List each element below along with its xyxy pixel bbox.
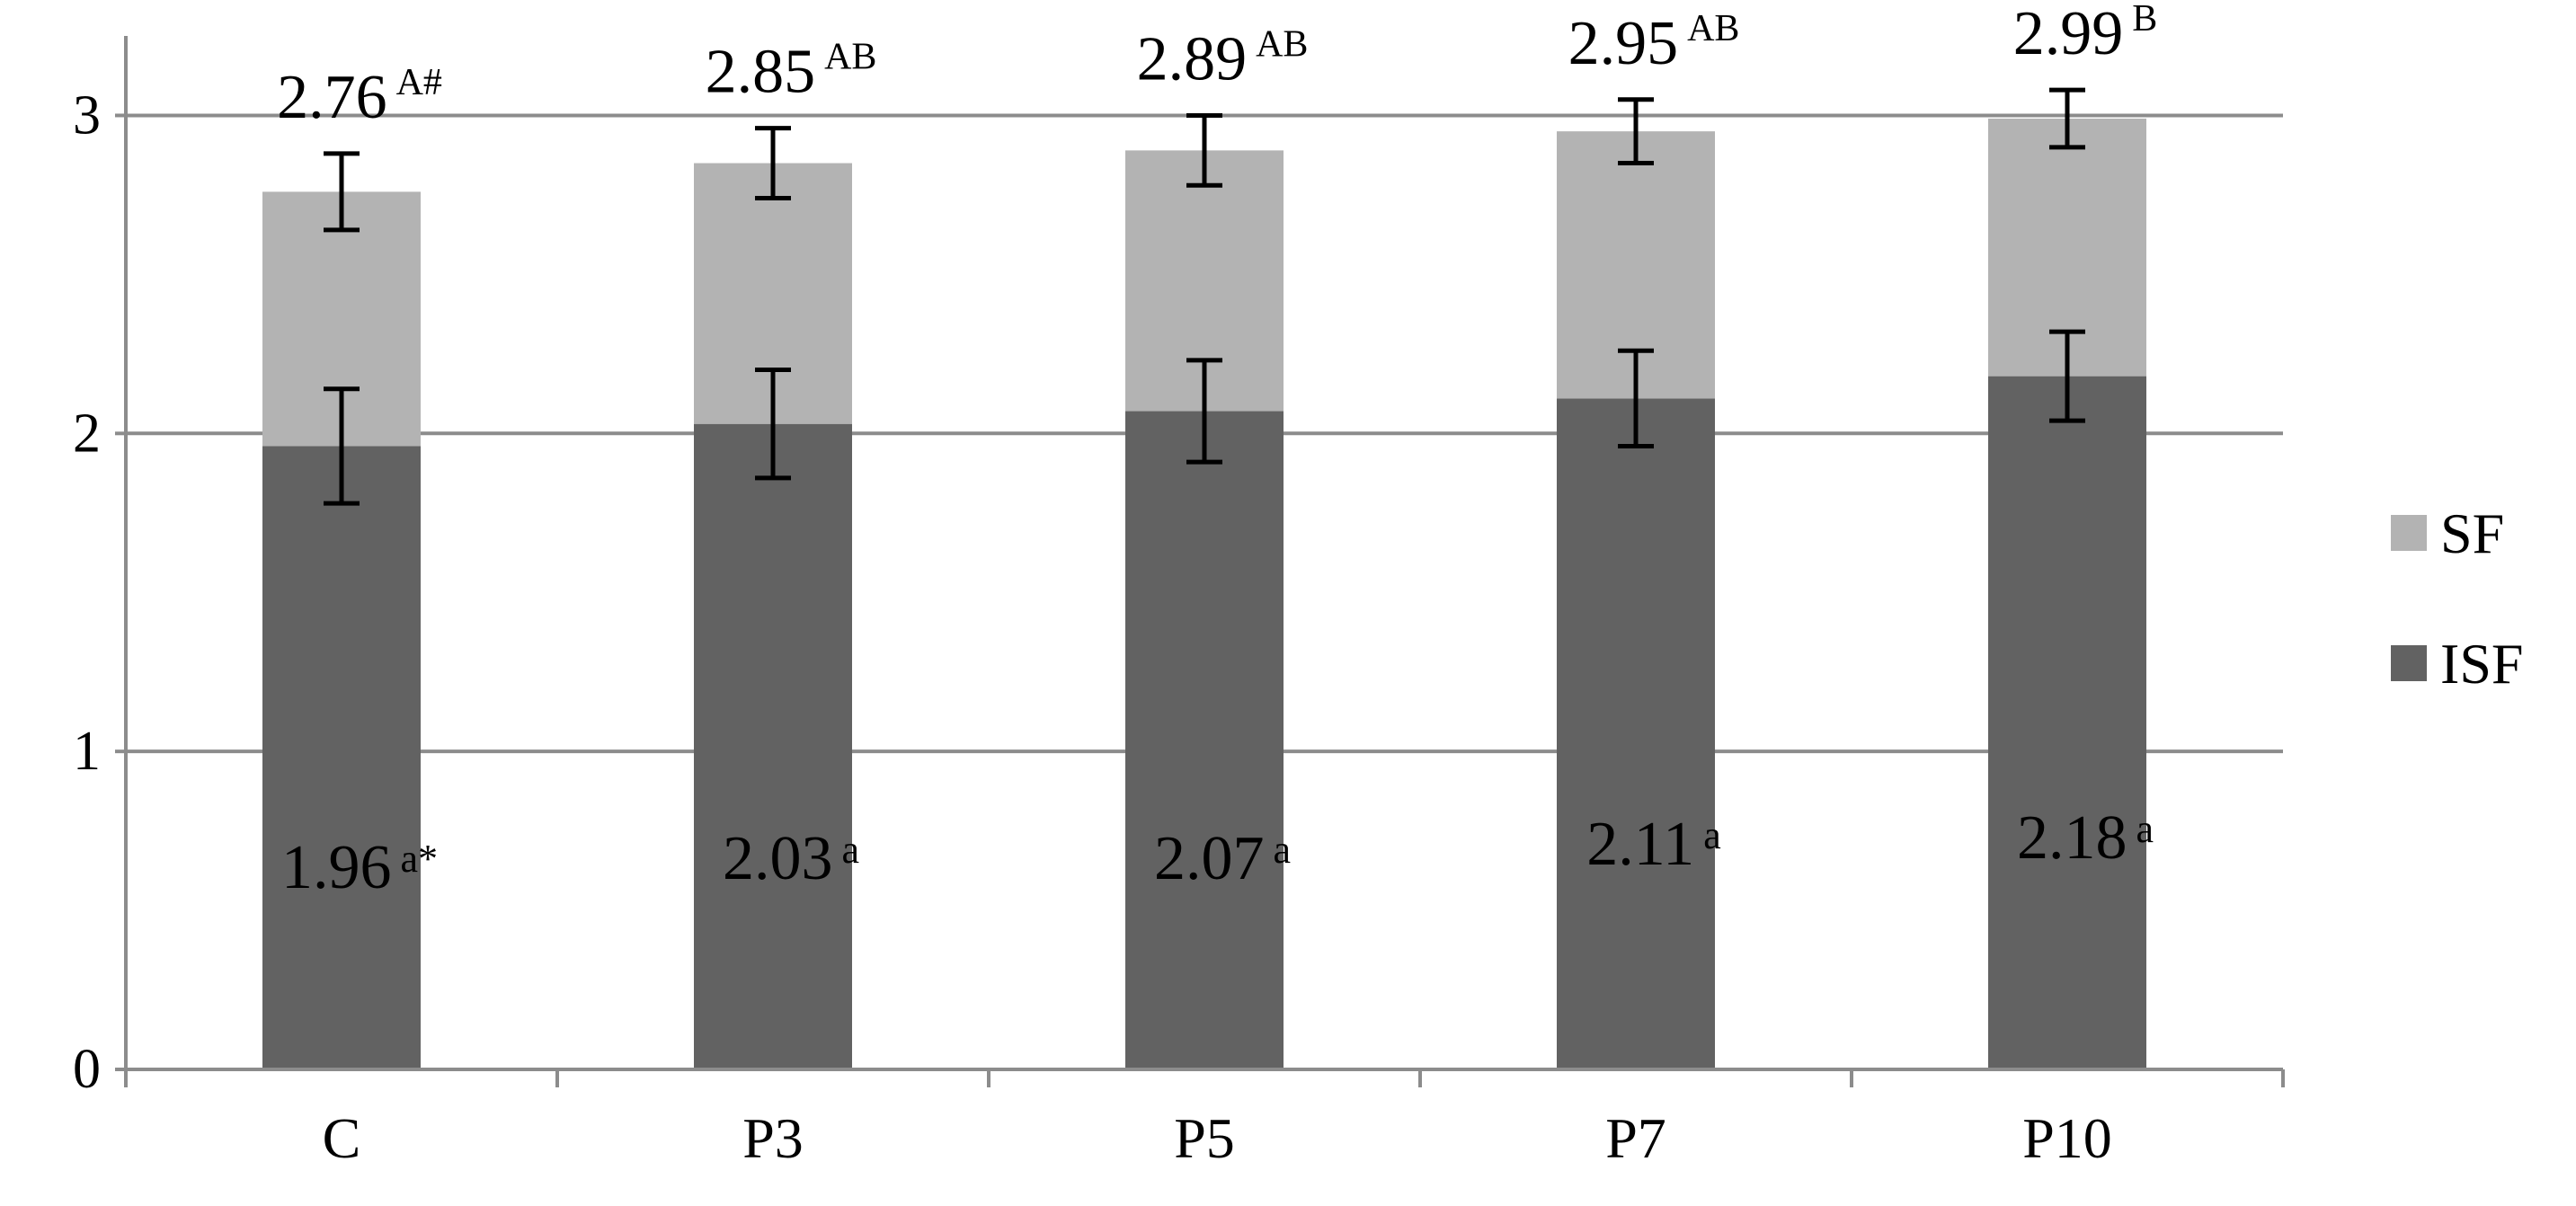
error-bar-sf	[1186, 112, 1222, 188]
total-label: 2.99 B	[2013, 0, 2158, 68]
x-tick-label: P10	[2022, 1106, 2112, 1170]
error-bar-isf	[1186, 358, 1222, 465]
y-tick-label: 2	[73, 403, 101, 464]
error-bar-sf	[324, 151, 360, 233]
error-bar-isf	[755, 368, 791, 481]
bars	[262, 87, 2146, 1070]
bar-isf-p10	[1988, 376, 2146, 1070]
legend-swatch-sf	[2391, 515, 2427, 551]
y-tick-label: 0	[73, 1039, 101, 1100]
total-sup: AB	[824, 37, 876, 78]
y-tick-label: 3	[73, 84, 101, 146]
axes: 0 1 2 3 C P3 P5 P7 P10	[73, 36, 2285, 1170]
total-label: 2.89 AB	[1137, 23, 1309, 93]
total-sup: A#	[396, 62, 442, 103]
total-label: 2.95 AB	[1568, 8, 1740, 78]
total-sup: AB	[1687, 8, 1739, 49]
isf-sup: a	[1703, 813, 1721, 857]
total-sup: AB	[1256, 23, 1308, 65]
legend: SF ISF	[2391, 501, 2524, 696]
x-tick-label: P7	[1605, 1106, 1666, 1170]
legend-label-isf: ISF	[2440, 632, 2524, 696]
legend-label-sf: SF	[2440, 501, 2504, 565]
total-label: 2.76 A#	[277, 62, 442, 132]
isf-sup: a*	[400, 837, 438, 881]
error-bar-sf	[1618, 97, 1654, 166]
error-bar-isf	[2049, 329, 2085, 423]
bar-isf-p3	[694, 423, 852, 1069]
error-bar-sf	[2049, 87, 2085, 150]
error-bar-isf	[1618, 348, 1654, 448]
bar-isf-p7	[1557, 398, 1715, 1069]
isf-sup: a	[1273, 828, 1291, 872]
legend-swatch-isf	[2391, 645, 2427, 681]
x-tick-label: P3	[742, 1106, 804, 1170]
error-bar-sf	[755, 126, 791, 200]
total-sup: B	[2132, 0, 2157, 40]
error-bar-isf	[324, 386, 360, 506]
y-tick-label: 1	[73, 721, 101, 782]
x-tick-label: P5	[1174, 1106, 1235, 1170]
isf-sup: a	[841, 828, 859, 872]
x-tick-label: C	[323, 1106, 361, 1170]
total-label: 2.85 AB	[706, 37, 877, 107]
bar-isf-p5	[1125, 411, 1284, 1069]
isf-sup: a	[2136, 807, 2154, 851]
bar-isf-c	[262, 446, 421, 1069]
